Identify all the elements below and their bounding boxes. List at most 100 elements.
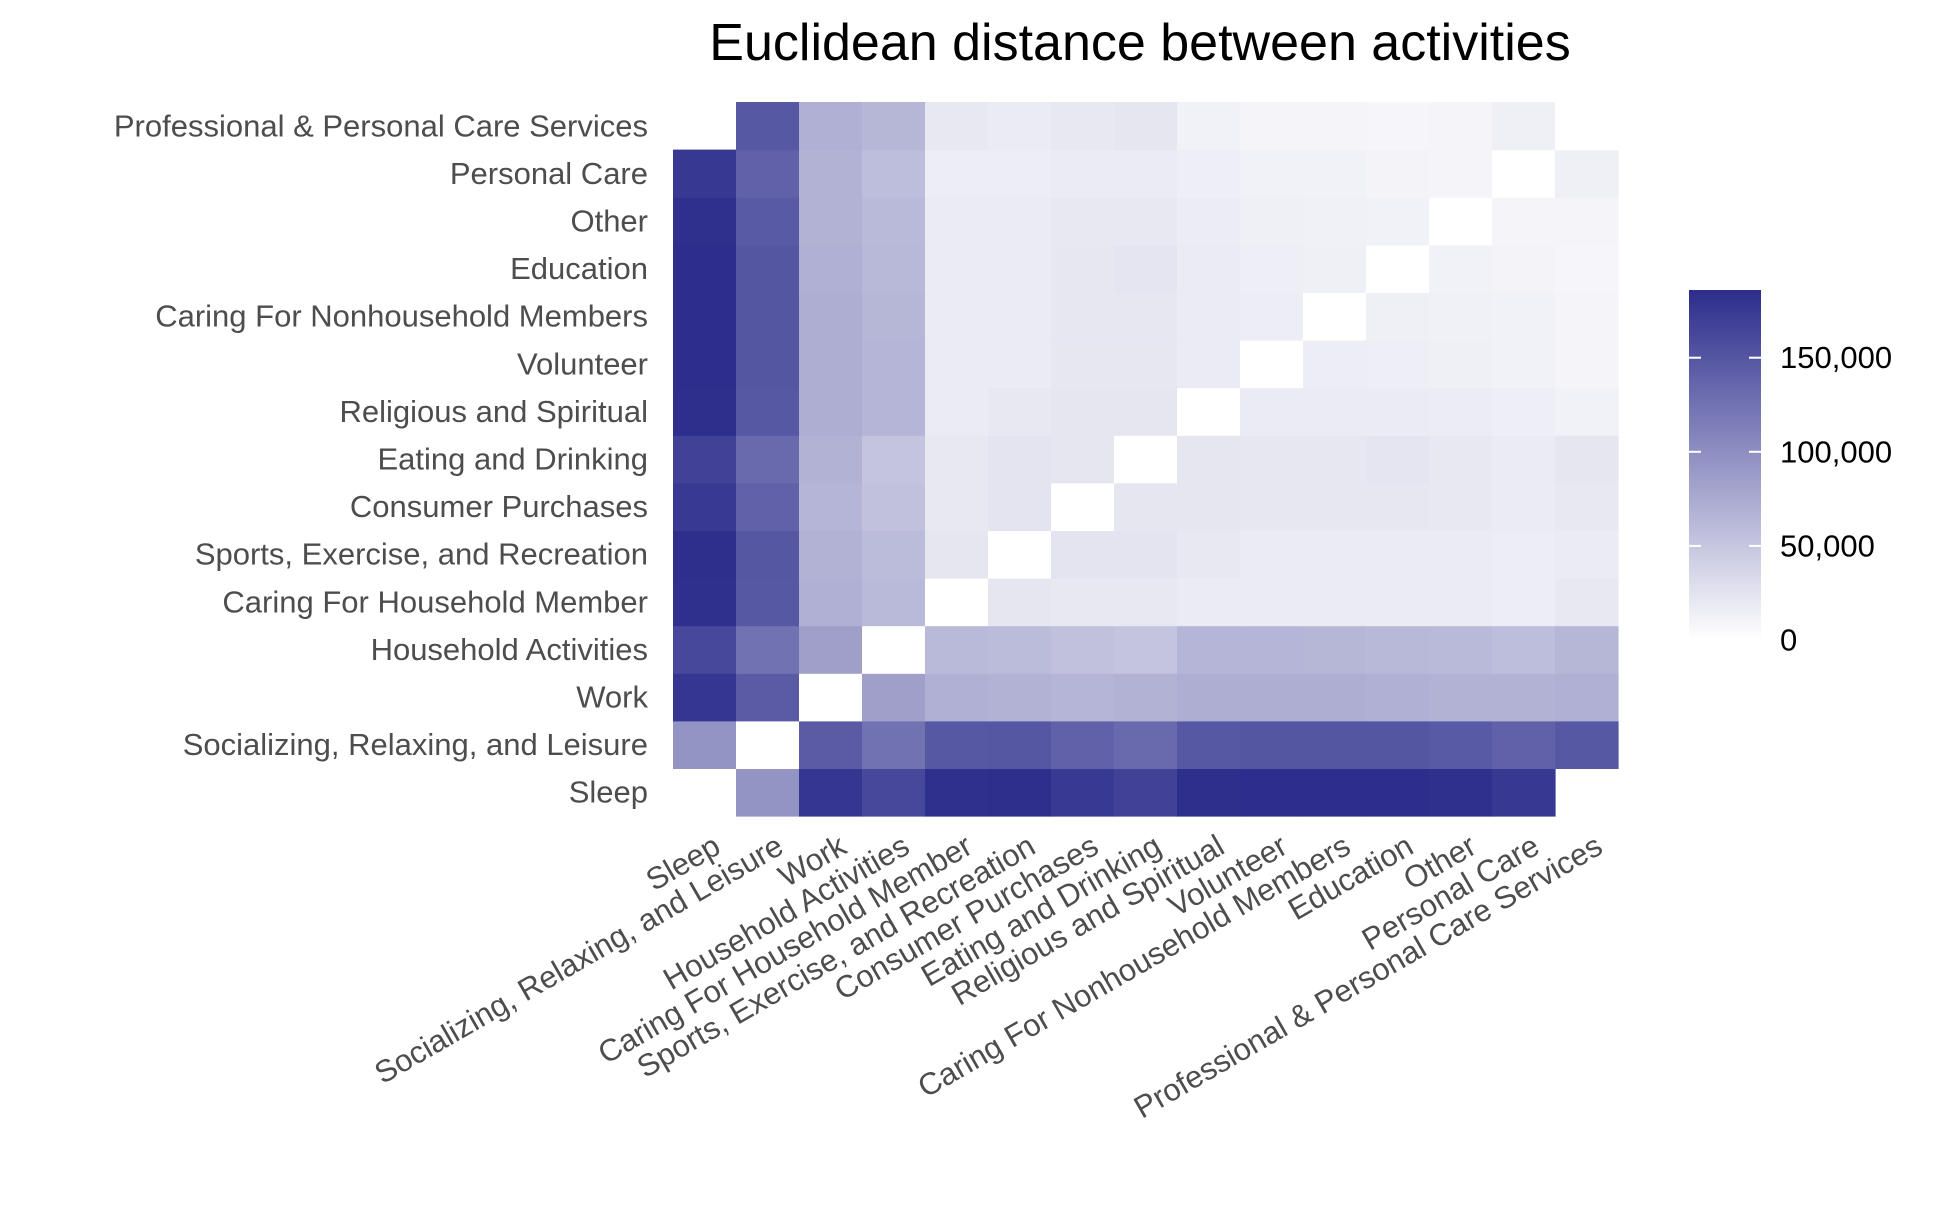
heatmap-cell-caring-for-nonhousehold-members--eating-and-drinking xyxy=(1114,292,1178,341)
heatmap-cell-sleep--consumer-purchases xyxy=(1051,768,1115,817)
heatmap-cell-religious-and-spiritual--sleep xyxy=(673,387,737,436)
heatmap-cell-sleep--sports-exercise-and-recreation xyxy=(988,768,1052,817)
heatmap-cell-caring-for-household-member--personal-care xyxy=(1492,578,1556,627)
heatmap-cell-caring-for-household-member--household-activities xyxy=(862,578,926,627)
heatmap-cell-household-activities--volunteer xyxy=(1240,625,1304,674)
heatmap-cell-religious-and-spiritual--religious-and-spiritual xyxy=(1177,387,1241,436)
heatmap-cell-education--work xyxy=(799,244,863,293)
heatmap-cell-volunteer--work xyxy=(799,340,863,389)
heatmap-cell-work--socializing-relaxing-and-leisure xyxy=(736,673,800,722)
heatmap-cell-socializing-relaxing-and-leisure--caring-for-nonhousehold-members xyxy=(1303,720,1367,769)
heatmap-cell-other--other xyxy=(1429,197,1493,246)
heatmap-cell-education--caring-for-nonhousehold-members xyxy=(1303,244,1367,293)
heatmap-cell-caring-for-household-member--sleep xyxy=(673,578,737,627)
heatmap-cell-other--personal-care xyxy=(1492,197,1556,246)
heatmap-cell-professional-personal-care-services--volunteer xyxy=(1240,102,1304,151)
heatmap-cell-work--caring-for-nonhousehold-members xyxy=(1303,673,1367,722)
heatmap-cell-caring-for-household-member--eating-and-drinking xyxy=(1114,578,1178,627)
heatmap-cell-household-activities--professional-personal-care-services xyxy=(1555,625,1619,674)
heatmap-cell-caring-for-nonhousehold-members--household-activities xyxy=(862,292,926,341)
heatmap-cell-personal-care--caring-for-nonhousehold-members xyxy=(1303,149,1367,198)
heatmap-cell-other--sports-exercise-and-recreation xyxy=(988,197,1052,246)
heatmap-cell-caring-for-nonhousehold-members--caring-for-nonhousehold-members xyxy=(1303,292,1367,341)
heatmap-cell-education--socializing-relaxing-and-leisure xyxy=(736,244,800,293)
heatmap-cell-eating-and-drinking--work xyxy=(799,435,863,484)
heatmap-cell-caring-for-household-member--other xyxy=(1429,578,1493,627)
heatmap-cell-consumer-purchases--volunteer xyxy=(1240,482,1304,531)
heatmap-cell-religious-and-spiritual--household-activities xyxy=(862,387,926,436)
heatmap-cell-caring-for-household-member--sports-exercise-and-recreation xyxy=(988,578,1052,627)
heatmap-cell-personal-care--volunteer xyxy=(1240,149,1304,198)
heatmap-cell-education--sleep xyxy=(673,244,737,293)
heatmap-cells xyxy=(673,102,1619,817)
heatmap-cell-religious-and-spiritual--socializing-relaxing-and-leisure xyxy=(736,387,800,436)
y-tick-label-household-activities: Household Activities xyxy=(371,632,648,667)
heatmap-cell-education--religious-and-spiritual xyxy=(1177,244,1241,293)
heatmap-cell-education--eating-and-drinking xyxy=(1114,244,1178,293)
heatmap-cell-work--professional-personal-care-services xyxy=(1555,673,1619,722)
heatmap-cell-eating-and-drinking--personal-care xyxy=(1492,435,1556,484)
heatmap-cell-other--professional-personal-care-services xyxy=(1555,197,1619,246)
y-tick-label-sports-exercise-and-recreation: Sports, Exercise, and Recreation xyxy=(195,537,648,572)
legend-ticks: 0 50,000 100,000 150,000 xyxy=(1689,340,1892,658)
heatmap-cell-consumer-purchases--socializing-relaxing-and-leisure xyxy=(736,482,800,531)
heatmap-cell-other--caring-for-nonhousehold-members xyxy=(1303,197,1367,246)
heatmap-cell-socializing-relaxing-and-leisure--work xyxy=(799,720,863,769)
heatmap-cell-sports-exercise-and-recreation--sleep xyxy=(673,530,737,579)
heatmap-cell-caring-for-household-member--education xyxy=(1366,578,1430,627)
y-tick-label-caring-for-nonhousehold-members: Caring For Nonhousehold Members xyxy=(155,299,648,334)
heatmap-cell-volunteer--volunteer xyxy=(1240,340,1304,389)
heatmap-cell-caring-for-household-member--consumer-purchases xyxy=(1051,578,1115,627)
heatmap-cell-socializing-relaxing-and-leisure--sports-exercise-and-recreation xyxy=(988,720,1052,769)
heatmap-cell-sleep--other xyxy=(1429,768,1493,817)
heatmap-cell-sports-exercise-and-recreation--eating-and-drinking xyxy=(1114,530,1178,579)
heatmap-cell-personal-care--work xyxy=(799,149,863,198)
heatmap-cell-education--other xyxy=(1429,244,1493,293)
heatmap-cell-sports-exercise-and-recreation--education xyxy=(1366,530,1430,579)
heatmap-cell-sleep--caring-for-nonhousehold-members xyxy=(1303,768,1367,817)
heatmap-cell-socializing-relaxing-and-leisure--socializing-relaxing-and-leisure xyxy=(736,720,800,769)
y-tick-label-work: Work xyxy=(576,680,648,715)
heatmap-cell-sports-exercise-and-recreation--other xyxy=(1429,530,1493,579)
heatmap-cell-religious-and-spiritual--professional-personal-care-services xyxy=(1555,387,1619,436)
heatmap-cell-education--sports-exercise-and-recreation xyxy=(988,244,1052,293)
heatmap-cell-eating-and-drinking--other xyxy=(1429,435,1493,484)
heatmap-cell-work--volunteer xyxy=(1240,673,1304,722)
heatmap-cell-sports-exercise-and-recreation--caring-for-household-member xyxy=(925,530,989,579)
heatmap-cell-religious-and-spiritual--work xyxy=(799,387,863,436)
heatmap-cell-work--work xyxy=(799,673,863,722)
heatmap-cell-volunteer--sports-exercise-and-recreation xyxy=(988,340,1052,389)
heatmap-cell-eating-and-drinking--sports-exercise-and-recreation xyxy=(988,435,1052,484)
heatmap-cell-socializing-relaxing-and-leisure--personal-care xyxy=(1492,720,1556,769)
heatmap-cell-professional-personal-care-services--religious-and-spiritual xyxy=(1177,102,1241,151)
heatmap-cell-eating-and-drinking--volunteer xyxy=(1240,435,1304,484)
heatmap-cell-consumer-purchases--sports-exercise-and-recreation xyxy=(988,482,1052,531)
y-tick-label-eating-and-drinking: Eating and Drinking xyxy=(377,442,648,477)
heatmap-cell-sleep--work xyxy=(799,768,863,817)
heatmap-cell-education--professional-personal-care-services xyxy=(1555,244,1619,293)
heatmap-cell-caring-for-nonhousehold-members--work xyxy=(799,292,863,341)
heatmap-cell-sports-exercise-and-recreation--religious-and-spiritual xyxy=(1177,530,1241,579)
heatmap-cell-caring-for-household-member--caring-for-nonhousehold-members xyxy=(1303,578,1367,627)
heatmap-cell-sports-exercise-and-recreation--caring-for-nonhousehold-members xyxy=(1303,530,1367,579)
heatmap-cell-caring-for-household-member--work xyxy=(799,578,863,627)
heatmap-cell-sports-exercise-and-recreation--household-activities xyxy=(862,530,926,579)
heatmap-cell-eating-and-drinking--eating-and-drinking xyxy=(1114,435,1178,484)
heatmap-cell-consumer-purchases--religious-and-spiritual xyxy=(1177,482,1241,531)
heatmap-cell-volunteer--caring-for-nonhousehold-members xyxy=(1303,340,1367,389)
heatmap-cell-caring-for-nonhousehold-members--sleep xyxy=(673,292,737,341)
heatmap-cell-household-activities--personal-care xyxy=(1492,625,1556,674)
heatmap-cell-consumer-purchases--consumer-purchases xyxy=(1051,482,1115,531)
heatmap-cell-consumer-purchases--professional-personal-care-services xyxy=(1555,482,1619,531)
heatmap-cell-socializing-relaxing-and-leisure--education xyxy=(1366,720,1430,769)
heatmap-cell-household-activities--household-activities xyxy=(862,625,926,674)
heatmap-cell-work--other xyxy=(1429,673,1493,722)
y-tick-label-professional-personal-care-services: Professional & Personal Care Services xyxy=(114,108,648,143)
heatmap-cell-work--religious-and-spiritual xyxy=(1177,673,1241,722)
heatmap-cell-volunteer--caring-for-household-member xyxy=(925,340,989,389)
heatmap-cell-other--socializing-relaxing-and-leisure xyxy=(736,197,800,246)
heatmap-cell-eating-and-drinking--education xyxy=(1366,435,1430,484)
heatmap-cell-personal-care--other xyxy=(1429,149,1493,198)
heatmap-cell-household-activities--other xyxy=(1429,625,1493,674)
